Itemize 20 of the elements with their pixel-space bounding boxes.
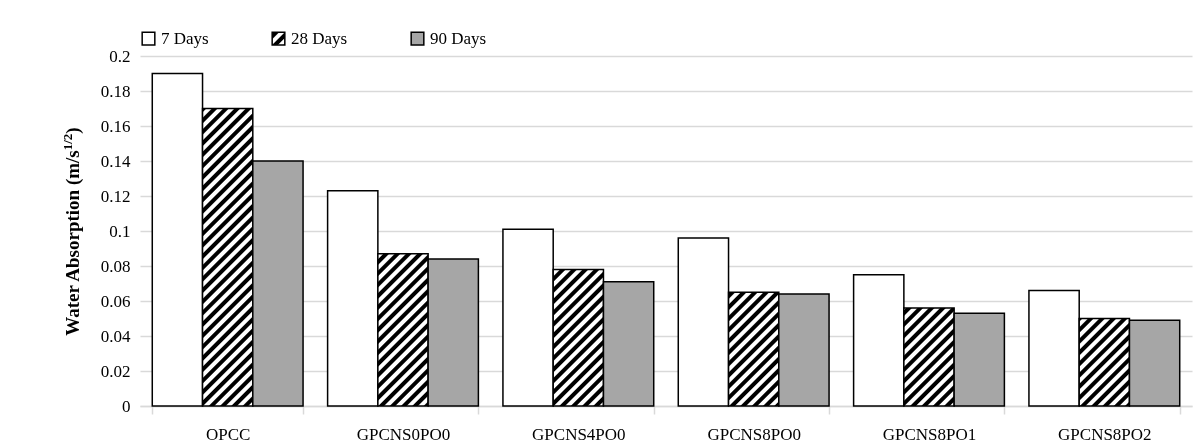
y-tick-label: 0.18 <box>100 81 131 101</box>
y-tick-label: 0.1 <box>109 221 131 241</box>
y-tick-label: 0.04 <box>100 326 131 346</box>
legend-label: 90 Days <box>430 28 487 48</box>
y-tick-label: 0.12 <box>100 186 131 206</box>
y-tick-label: 0.16 <box>100 116 131 136</box>
x-tick-label: GPCNS8PO1 <box>882 424 977 444</box>
y-tick-label: 0.06 <box>100 291 131 311</box>
legend-label: 28 Days <box>291 28 348 48</box>
y-tick-label: 0.14 <box>100 151 131 171</box>
x-tick-label: GPCNS8PO2 <box>1058 424 1152 444</box>
y-tick-label: 0.02 <box>100 361 131 381</box>
x-tick-label: GPCNS8PO0 <box>707 424 801 444</box>
y-tick-label: 0 <box>122 396 131 416</box>
x-tick-label: OPCC <box>205 424 251 444</box>
legend-label: 7 Days <box>161 28 209 48</box>
y-tick-label: 0.08 <box>100 256 131 276</box>
y-tick-label: 0.2 <box>109 46 131 66</box>
x-tick-label: GPCNS0PO0 <box>356 424 451 444</box>
x-tick-label: GPCNS4PO0 <box>532 424 626 444</box>
